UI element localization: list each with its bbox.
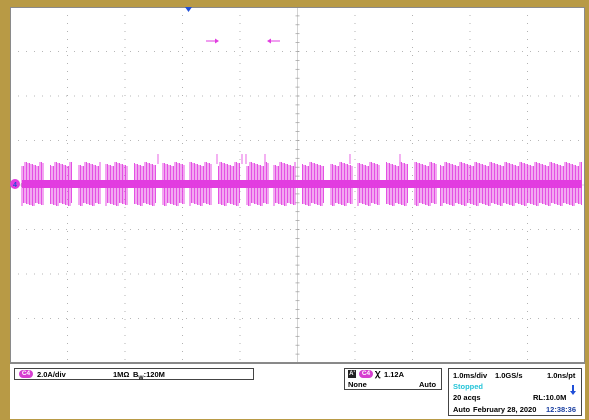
waveform-display[interactable]: 4 [10, 7, 585, 363]
time-per-div: 1.0ms/div [453, 371, 488, 380]
trigger-level: 1.12A [384, 370, 405, 379]
trigger-mode-tag: A' [348, 370, 356, 378]
acquisition-mode: Auto [453, 405, 471, 414]
trigger-source-tag: C4 [359, 370, 373, 378]
acquisition-count: 20 acqs [453, 393, 481, 402]
trigger-sweep: Auto [419, 380, 437, 389]
acquisition-state: Stopped [453, 382, 483, 391]
channel-4-marker[interactable]: 4 [10, 179, 20, 189]
bandwidth-label: BW:120M [133, 370, 165, 382]
date-display: February 28, 2020 [473, 405, 537, 414]
channel-scale: 2.0A/div [37, 370, 66, 379]
sample-rate: 1.0GS/s [495, 371, 523, 380]
time-resolution: 1.0ns/pt [547, 371, 576, 380]
trigger-slope-icon: ꭓ [375, 368, 380, 378]
time-display: 12:38:36 [546, 405, 577, 414]
record-length: RL:10.0M [533, 393, 567, 402]
acquisition-box[interactable]: 1.0ms/div 1.0GS/s 1.0ns/pt Stopped 20 ac… [448, 368, 582, 416]
zoom-markers [206, 38, 280, 44]
graticule: 4 [10, 7, 585, 363]
channel-tag: C4 [19, 370, 33, 378]
channel-impedance: 1MΩ [113, 370, 130, 379]
channel-settings-box[interactable]: C4 2.0A/div 1MΩ BW:120M [14, 368, 254, 382]
trigger-settings-box[interactable]: A' C4 ꭓ 1.12A None Auto [344, 368, 442, 390]
svg-text:4: 4 [13, 182, 17, 189]
run-stop-icon[interactable] [570, 382, 576, 395]
trigger-position-icon[interactable] [185, 7, 192, 12]
waveform-trace [21, 154, 582, 206]
status-panel: C4 2.0A/div 1MΩ BW:120M A' C4 ꭓ 1.12A No… [10, 363, 585, 419]
trigger-coupling: None [348, 380, 367, 389]
